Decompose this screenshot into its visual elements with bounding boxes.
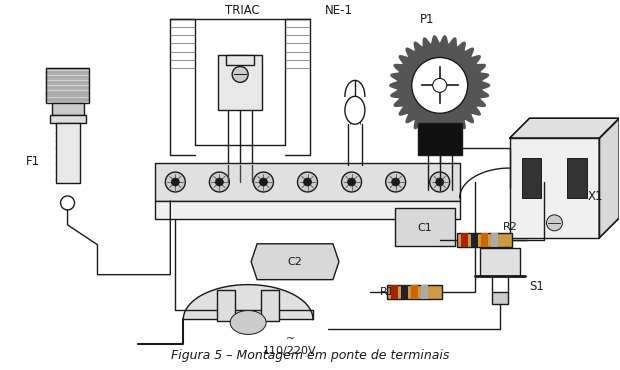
Polygon shape [251,244,339,280]
Bar [46,83,89,85]
Circle shape [392,178,400,186]
Circle shape [232,67,248,83]
Text: C1: C1 [417,223,432,233]
Bar [492,292,508,303]
Bar [490,233,498,247]
Bar [46,88,89,90]
Bar [471,233,477,247]
Bar [46,93,89,95]
Circle shape [215,178,223,186]
Bar [218,56,262,110]
Polygon shape [390,36,490,135]
Bar [46,68,89,70]
Bar [46,98,89,100]
Text: C2: C2 [288,257,303,267]
Bar [46,73,89,75]
Polygon shape [230,310,266,334]
Circle shape [259,178,267,186]
Bar [567,158,587,198]
Text: R1: R1 [380,287,394,297]
Bar [457,233,512,247]
Bar [46,95,89,97]
Bar [421,285,428,299]
Text: F1: F1 [25,155,40,168]
Bar [56,123,79,183]
Circle shape [254,172,273,192]
Circle shape [436,178,444,186]
Bar [46,85,89,88]
Bar [401,285,408,299]
Bar [46,91,89,92]
Circle shape [166,172,185,192]
Bar [50,115,86,123]
Bar [387,285,441,299]
Polygon shape [184,285,313,319]
Bar [156,201,459,219]
Bar [391,285,398,299]
Bar [480,248,520,276]
Bar [510,138,600,238]
Bar [46,100,89,102]
Bar [46,76,89,78]
Bar [46,71,89,73]
Circle shape [304,178,311,186]
Bar [521,158,541,198]
Text: S1: S1 [529,280,544,293]
Circle shape [171,178,179,186]
Bar [418,123,462,155]
Bar [46,68,89,103]
Text: NE-1: NE-1 [325,4,353,17]
Bar [261,290,279,322]
Polygon shape [510,118,619,138]
Circle shape [386,172,405,192]
Bar [411,285,418,299]
Text: X1: X1 [587,190,603,203]
Circle shape [210,172,229,192]
Bar [46,81,89,83]
Circle shape [412,57,467,113]
Polygon shape [600,118,619,238]
Bar [461,233,467,247]
Circle shape [433,78,446,92]
Text: P1: P1 [420,13,434,26]
Text: TRIAC: TRIAC [225,4,260,17]
Bar [217,290,235,322]
Text: ~
110/220V: ~ 110/220V [264,334,317,356]
Bar [156,163,459,201]
Bar [480,233,487,247]
Polygon shape [345,96,365,124]
Bar [51,103,84,115]
Bar [395,208,454,246]
Bar [46,78,89,80]
Circle shape [348,178,355,186]
Text: R2: R2 [503,222,518,232]
Circle shape [430,172,450,192]
Circle shape [546,215,562,231]
Bar [226,56,254,65]
Circle shape [342,172,361,192]
Circle shape [298,172,317,192]
Text: Figura 5 – Montagem em ponte de terminais: Figura 5 – Montagem em ponte de terminai… [171,349,449,362]
